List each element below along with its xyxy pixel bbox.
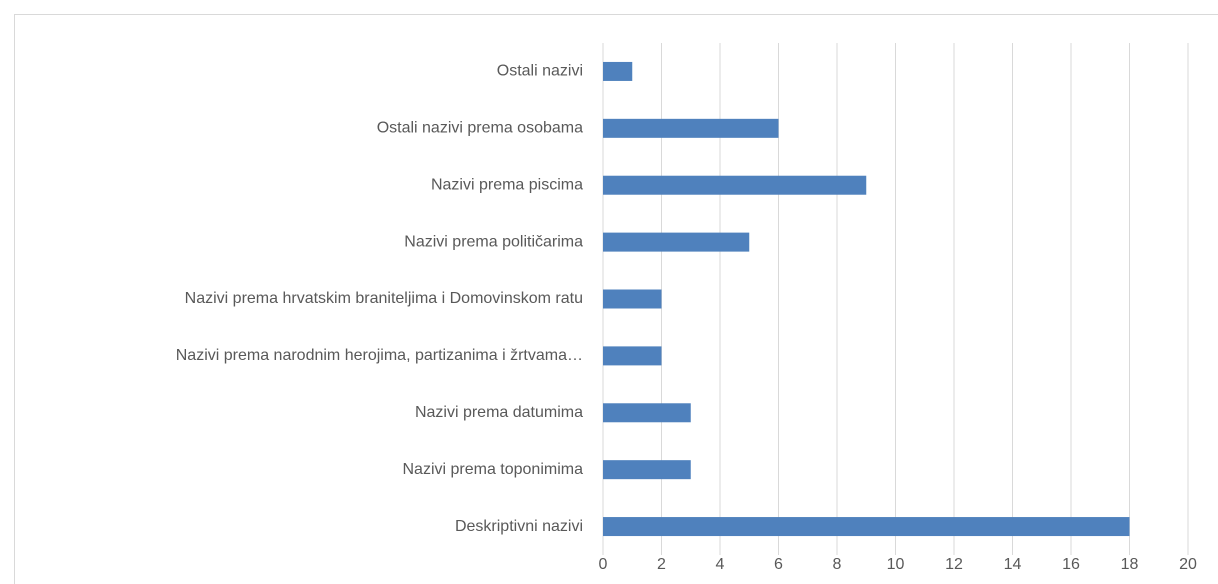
y-tick-label: Deskriptivni nazivi — [455, 518, 583, 535]
x-tick-label: 14 — [1004, 556, 1022, 573]
x-tick-label: 20 — [1179, 556, 1197, 573]
bar — [603, 175, 867, 195]
bar — [603, 460, 691, 480]
x-tick-label: 12 — [945, 556, 963, 573]
y-tick-label: Ostali nazivi — [497, 63, 583, 80]
y-tick-label: Nazivi prema toponimima — [402, 461, 583, 478]
x-tick-label: 0 — [599, 556, 608, 573]
x-tick-label: 18 — [1121, 556, 1139, 573]
bar — [603, 118, 779, 138]
y-tick-label: Ostali nazivi prema osobama — [377, 120, 583, 137]
x-tick-label: 4 — [716, 556, 725, 573]
y-tick-label: Nazivi prema političarima — [404, 233, 583, 250]
bar — [603, 289, 662, 309]
bar — [603, 403, 691, 423]
x-tick-label: 8 — [833, 556, 842, 573]
y-tick-label: Nazivi prema datumima — [415, 404, 583, 421]
y-tick-label: Nazivi prema piscima — [431, 176, 583, 193]
bar — [603, 232, 750, 252]
x-tick-label: 2 — [657, 556, 666, 573]
bar — [603, 346, 662, 366]
y-tick-label: Nazivi prema hrvatskim braniteljima i Do… — [185, 290, 583, 307]
bar — [603, 61, 633, 81]
bar — [603, 517, 1130, 537]
x-tick-label: 16 — [1062, 556, 1080, 573]
x-tick-label: 10 — [887, 556, 905, 573]
x-tick-label: 6 — [774, 556, 783, 573]
chart-frame — [14, 14, 1218, 584]
y-tick-label: Nazivi prema narodnim herojima, partizan… — [176, 347, 583, 364]
